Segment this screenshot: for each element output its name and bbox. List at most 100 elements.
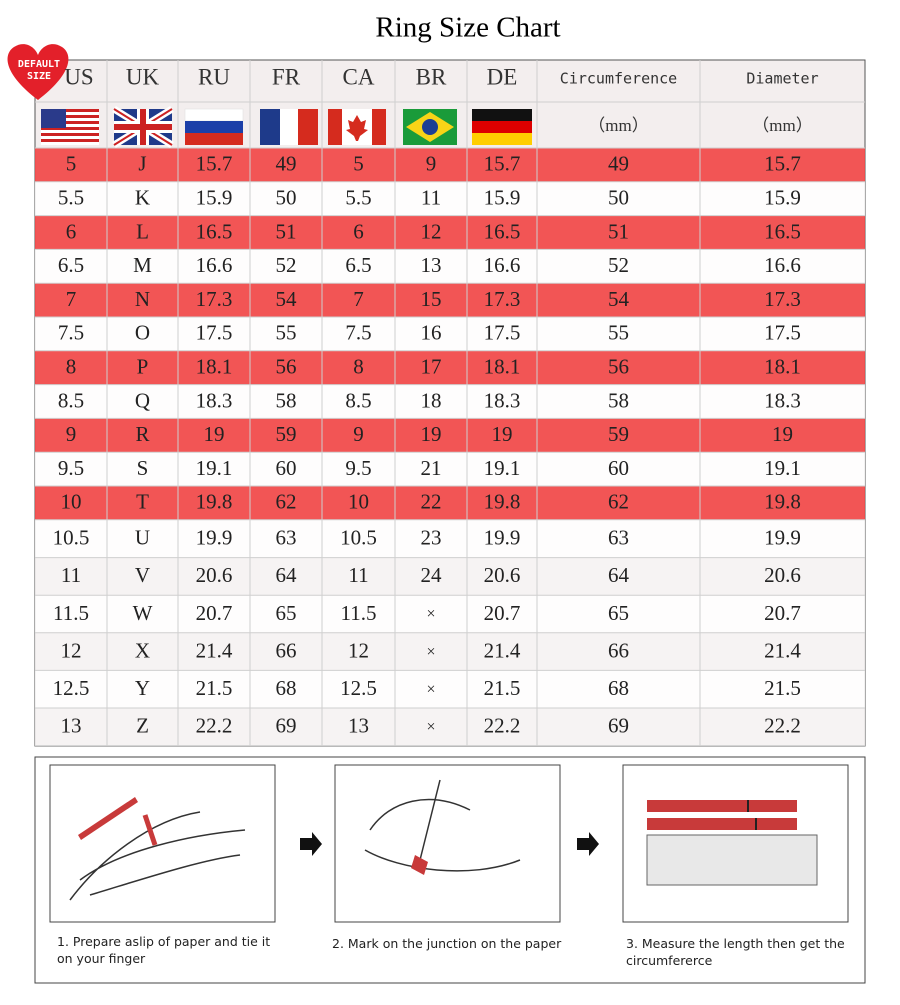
table-cell: 54 bbox=[276, 287, 298, 311]
table-cell: 50 bbox=[276, 186, 297, 210]
table-row bbox=[35, 181, 865, 216]
table-cell: 5.5 bbox=[345, 186, 371, 210]
table-cell: 15.9 bbox=[484, 186, 521, 210]
table-cell: 6 bbox=[66, 219, 77, 243]
table-cell: 24 bbox=[421, 563, 443, 587]
column-header: DE bbox=[487, 64, 518, 89]
table-cell: 19.9 bbox=[764, 526, 801, 550]
table-cell: 54 bbox=[608, 287, 630, 311]
table-cell: 16.5 bbox=[196, 219, 233, 243]
table-cell: 13 bbox=[421, 253, 442, 277]
table-cell: 19.9 bbox=[484, 526, 521, 550]
table-cell: 15.7 bbox=[764, 152, 801, 176]
instructions-frame bbox=[34, 756, 866, 984]
table-cell: 22.2 bbox=[196, 714, 233, 738]
table-cell: 6 bbox=[353, 219, 364, 243]
badge: DEFAULT SIZE bbox=[7, 44, 69, 100]
flag-ca bbox=[328, 109, 386, 145]
table-cell: 22.2 bbox=[764, 714, 801, 738]
table-row bbox=[35, 670, 865, 708]
step-caption: 2. Mark on the junction on the paper bbox=[332, 936, 562, 951]
column-header: FR bbox=[272, 64, 301, 89]
table-cell: 68 bbox=[608, 676, 629, 700]
table-cell: 7.5 bbox=[58, 321, 84, 345]
table-cell: 19 bbox=[421, 422, 442, 446]
table-cell: 20.7 bbox=[764, 601, 801, 625]
table-cell: 17 bbox=[421, 355, 442, 379]
table-cell: K bbox=[135, 186, 150, 210]
table-cell: M bbox=[133, 253, 152, 277]
table-cell: 13 bbox=[61, 714, 82, 738]
table-cell: 49 bbox=[608, 152, 629, 176]
step-caption: 1. Prepare aslip of paper and tie it on … bbox=[57, 934, 271, 966]
table-cell: 15.7 bbox=[196, 152, 233, 176]
table-cell: 52 bbox=[276, 253, 297, 277]
table-cell: 62 bbox=[608, 490, 629, 514]
table-cell: 16.6 bbox=[196, 253, 233, 277]
unit-label: （mm） bbox=[588, 116, 648, 135]
table-cell: 69 bbox=[608, 714, 629, 738]
table-row bbox=[35, 249, 865, 284]
table-cell: 20.7 bbox=[196, 601, 233, 625]
table-cell: 8 bbox=[353, 355, 364, 379]
table-cell: 16.5 bbox=[764, 219, 801, 243]
column-header: Diameter bbox=[746, 70, 818, 88]
table-row bbox=[35, 384, 865, 419]
flags bbox=[41, 106, 532, 148]
table-cell: 8.5 bbox=[58, 388, 84, 412]
table-row bbox=[35, 452, 865, 486]
table-cell: 60 bbox=[276, 456, 297, 480]
table-cell: J bbox=[138, 152, 146, 176]
table-cell: 17.3 bbox=[764, 287, 801, 311]
table-cell: 11.5 bbox=[341, 601, 377, 625]
table-cell: 5 bbox=[353, 152, 364, 176]
table-cell: × bbox=[426, 718, 435, 735]
table-cell: 12 bbox=[348, 638, 369, 662]
table-cell: 64 bbox=[276, 563, 298, 587]
table-row bbox=[35, 557, 865, 596]
table-cell: 58 bbox=[608, 388, 629, 412]
table-cell: 50 bbox=[608, 186, 629, 210]
flag-uk bbox=[112, 106, 174, 148]
table-cell: 65 bbox=[608, 601, 629, 625]
table-cell: 49 bbox=[276, 152, 297, 176]
table-cell: N bbox=[135, 287, 150, 311]
highlight-row bbox=[35, 283, 865, 317]
table-cell: 15 bbox=[421, 287, 442, 311]
table-cell: S bbox=[137, 456, 149, 480]
table-cell: 19 bbox=[772, 422, 793, 446]
table-cell: 10 bbox=[61, 490, 82, 514]
flag-us bbox=[41, 109, 99, 145]
table-cell: 63 bbox=[608, 526, 629, 550]
table-cell: 8 bbox=[66, 355, 77, 379]
table-cell: Y bbox=[135, 676, 150, 700]
table-cell: 68 bbox=[276, 676, 297, 700]
table-cell: 66 bbox=[276, 638, 297, 662]
table-cell: W bbox=[133, 601, 153, 625]
table-cell: Q bbox=[135, 388, 150, 412]
table-cell: 5.5 bbox=[58, 186, 84, 210]
step-caption: 3. Measure the length then get the circu… bbox=[626, 936, 845, 968]
badge-text: DEFAULT bbox=[18, 59, 60, 70]
table-cell: 10 bbox=[348, 490, 369, 514]
table-cell: 17.5 bbox=[764, 321, 801, 345]
table-cell: 20.6 bbox=[484, 563, 521, 587]
table-cell: 55 bbox=[276, 321, 297, 345]
table-cell: 19.1 bbox=[484, 456, 521, 480]
table-row bbox=[35, 520, 865, 558]
flag-fr bbox=[260, 109, 318, 145]
table-cell: 19 bbox=[204, 422, 225, 446]
table-cell: 22 bbox=[421, 490, 442, 514]
table-cell: 51 bbox=[608, 219, 629, 243]
table-cell: 21.5 bbox=[196, 676, 233, 700]
table-cell: 63 bbox=[276, 526, 297, 550]
flag-de bbox=[472, 109, 532, 145]
table-cell: 18 bbox=[421, 388, 442, 412]
table-cell: 18.3 bbox=[196, 388, 233, 412]
highlight-row bbox=[35, 486, 865, 520]
table-cell: R bbox=[135, 422, 149, 446]
table-cell: 11 bbox=[421, 186, 441, 210]
table-cell: 17.5 bbox=[484, 321, 521, 345]
